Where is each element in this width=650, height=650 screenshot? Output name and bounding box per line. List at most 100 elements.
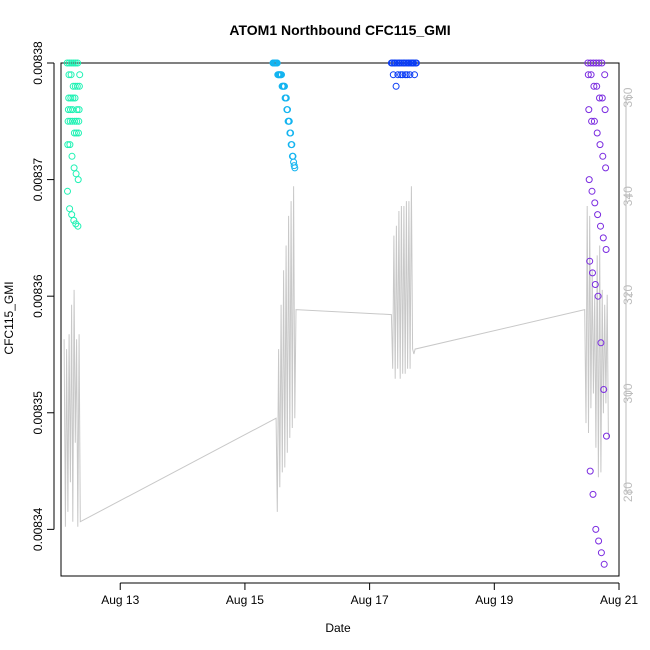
data-point [67, 94, 75, 102]
data-point [590, 82, 598, 90]
data-point [64, 106, 72, 114]
data-point [72, 220, 80, 228]
data-point [66, 117, 74, 125]
data-point [71, 82, 79, 90]
data-point [389, 71, 397, 79]
data-point [599, 152, 607, 160]
data-point [588, 187, 596, 195]
data-point [74, 59, 82, 67]
x-tick-label: Aug 17 [351, 593, 389, 607]
data-point [74, 222, 82, 230]
data-point [75, 129, 82, 137]
data-point [73, 82, 81, 90]
data-point [600, 560, 608, 568]
data-point [287, 129, 295, 137]
data-point [585, 106, 593, 114]
data-point [67, 71, 75, 79]
data-point [405, 59, 413, 67]
data-point [72, 170, 80, 178]
data-point [591, 199, 599, 207]
data-point [69, 106, 77, 114]
data-point [596, 141, 604, 149]
data-point [388, 59, 396, 67]
data-point [596, 94, 603, 102]
secondary-line-path [63, 186, 609, 527]
x-tick-label: Aug 13 [101, 593, 139, 607]
data-point [288, 141, 296, 149]
y2-tick-label: 340 [621, 186, 635, 206]
data-point [72, 129, 80, 137]
data-point [597, 549, 605, 557]
data-point [601, 71, 609, 79]
data-point [603, 432, 610, 440]
data-point [71, 117, 79, 125]
data-point [599, 234, 607, 242]
data-point [594, 211, 602, 219]
data-point [70, 164, 78, 172]
data-point [391, 59, 399, 67]
x-tick-label: Aug 19 [475, 593, 513, 607]
data-point [71, 94, 79, 102]
data-point [401, 71, 409, 79]
data-point [70, 129, 78, 137]
data-point [406, 71, 414, 79]
data-point [68, 211, 76, 219]
data-point [285, 117, 293, 125]
y2-tick-label: 360 [621, 87, 635, 107]
data-point [282, 94, 290, 102]
data-point [64, 187, 71, 195]
data-point [595, 59, 603, 67]
data-point [65, 71, 73, 79]
data-point [75, 82, 83, 90]
y-tick-label: 0.00837 [31, 158, 45, 202]
data-point [591, 281, 599, 288]
data-point [594, 292, 602, 300]
data-point [597, 339, 605, 347]
chart-title: ATOM1 Northbound CFC115_GMI [229, 22, 450, 38]
x-axis: Aug 13 Aug 15 Aug 17 Aug 19 Aug 21 [101, 582, 638, 607]
data-point [68, 117, 76, 125]
data-point [394, 71, 402, 79]
y-tick-label: 0.00836 [31, 274, 45, 318]
x-axis-label: Date [325, 621, 351, 635]
y2-tick-label: 300 [621, 383, 635, 403]
secondary-line-series [63, 186, 609, 527]
data-point [593, 129, 601, 137]
data-point [586, 257, 594, 265]
data-point [587, 71, 595, 79]
data-point [70, 216, 78, 224]
data-point [392, 82, 400, 90]
data-point [76, 71, 84, 79]
y-axis: 0.00834 0.00835 0.00836 0.00837 0.00838 [31, 41, 55, 551]
data-point [584, 71, 592, 79]
data-point [64, 117, 72, 125]
scatter-points [63, 59, 610, 568]
data-point [72, 59, 79, 67]
data-point [585, 176, 593, 184]
data-point [602, 164, 610, 172]
data-point [74, 176, 82, 184]
x-tick-label: Aug 21 [600, 593, 638, 607]
data-point [600, 386, 608, 393]
data-point [278, 71, 285, 79]
data-point [291, 164, 299, 172]
y2-axis: 280 300 320 340 360 [621, 87, 635, 502]
data-point [586, 467, 594, 475]
y-tick-label: 0.00835 [31, 391, 45, 435]
y2-tick-label: 280 [621, 482, 635, 502]
data-point [588, 117, 596, 125]
data-point [66, 205, 74, 213]
data-point [593, 82, 601, 90]
data-point [412, 59, 420, 67]
data-point [597, 222, 604, 230]
y-tick-label: 0.00834 [31, 507, 45, 551]
data-point [589, 269, 596, 277]
plot-frame [60, 62, 620, 577]
data-point [67, 106, 74, 114]
data-point [281, 82, 288, 90]
data-point [411, 71, 418, 79]
data-point [598, 59, 606, 67]
data-point [598, 94, 606, 102]
data-point [66, 141, 74, 149]
